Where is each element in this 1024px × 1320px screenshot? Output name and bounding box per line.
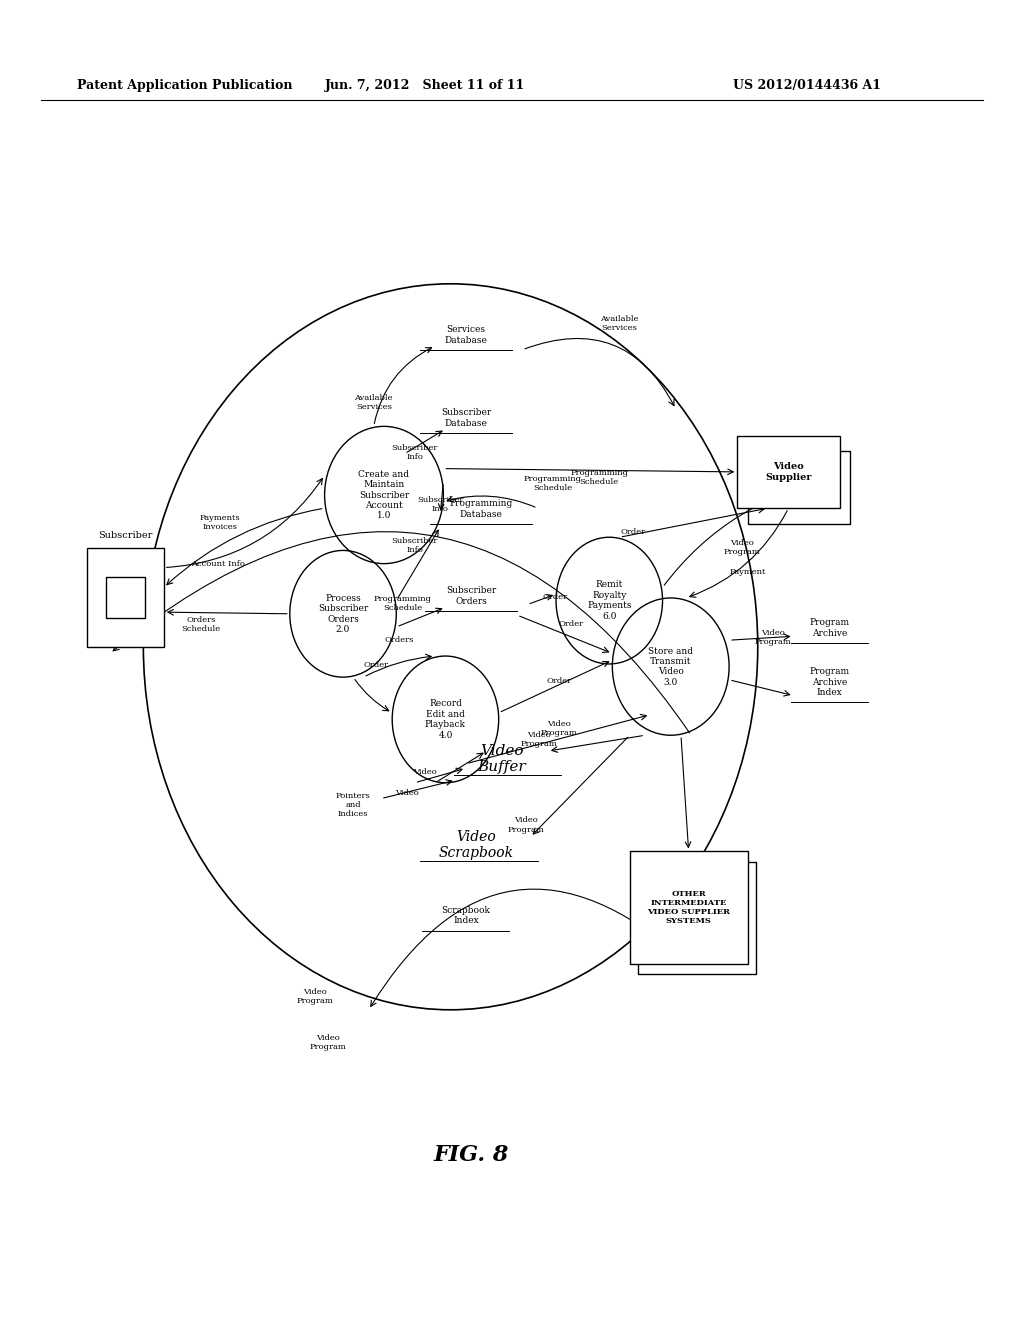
- Text: Video
Program: Video Program: [297, 987, 334, 1006]
- Text: Subscriber
Orders: Subscriber Orders: [445, 586, 497, 606]
- Text: Order: Order: [364, 661, 388, 669]
- Text: Video
Scrapbook: Video Scrapbook: [438, 830, 514, 859]
- Text: Program
Archive: Program Archive: [809, 618, 850, 638]
- Text: OTHER
INTERMEDIATE
VIDEO SUPPLIER
SYSTEMS: OTHER INTERMEDIATE VIDEO SUPPLIER SYSTEM…: [647, 890, 730, 925]
- Text: Create and
Maintain
Subscriber
Account
1.0: Create and Maintain Subscriber Account 1…: [358, 470, 410, 520]
- Text: Video
Program: Video Program: [724, 539, 761, 557]
- Text: Order: Order: [547, 677, 571, 685]
- Bar: [87, 548, 164, 647]
- Text: Patent Application Publication: Patent Application Publication: [77, 79, 292, 92]
- Text: Store and
Transmit
Video
3.0: Store and Transmit Video 3.0: [648, 647, 693, 686]
- Text: Video
Supplier: Video Supplier: [765, 462, 812, 482]
- Text: Video
Program: Video Program: [755, 628, 792, 647]
- Bar: [106, 577, 144, 618]
- Text: Video
Buffer: Video Buffer: [477, 744, 526, 774]
- Text: Services
Database: Services Database: [444, 325, 487, 345]
- Text: Video
Program: Video Program: [541, 719, 578, 738]
- Text: Video
Program: Video Program: [309, 1034, 346, 1052]
- Bar: [748, 451, 850, 524]
- Text: Video: Video: [413, 768, 437, 776]
- Text: Available
Services: Available Services: [354, 393, 393, 412]
- Text: Record
Edit and
Playback
4.0: Record Edit and Playback 4.0: [425, 700, 466, 739]
- Text: Video
Program: Video Program: [508, 816, 545, 834]
- Text: Subscriber
Info: Subscriber Info: [417, 495, 464, 513]
- Text: FIG. 8: FIG. 8: [433, 1144, 509, 1166]
- Text: Account Info: Account Info: [191, 560, 245, 568]
- Text: Subscriber
Info: Subscriber Info: [391, 536, 438, 554]
- Text: Available
Services: Available Services: [600, 314, 639, 333]
- Text: Subscriber: Subscriber: [98, 532, 153, 540]
- Bar: [638, 862, 756, 974]
- Text: Program
Archive
Index: Program Archive Index: [809, 667, 850, 697]
- Text: Programming
Schedule: Programming Schedule: [374, 594, 431, 612]
- Text: Orders: Orders: [385, 636, 414, 644]
- Text: Programming
Schedule: Programming Schedule: [524, 474, 582, 492]
- Text: Subscriber
Database: Subscriber Database: [440, 408, 492, 428]
- Text: Jun. 7, 2012   Sheet 11 of 11: Jun. 7, 2012 Sheet 11 of 11: [325, 79, 525, 92]
- Text: Orders
Schedule: Orders Schedule: [181, 615, 220, 634]
- Bar: [737, 436, 840, 508]
- Text: Order: Order: [559, 620, 584, 628]
- Text: US 2012/0144436 A1: US 2012/0144436 A1: [732, 79, 881, 92]
- Text: Video: Video: [394, 789, 419, 797]
- Text: Process
Subscriber
Orders
2.0: Process Subscriber Orders 2.0: [317, 594, 369, 634]
- Text: Order: Order: [543, 593, 567, 601]
- Text: Video
Program: Video Program: [520, 730, 557, 748]
- Text: Subscriber
Info: Subscriber Info: [391, 444, 438, 462]
- Text: Payment: Payment: [729, 568, 766, 576]
- Text: Scrapbook
Index: Scrapbook Index: [441, 906, 490, 925]
- Text: Pointers
and
Indices: Pointers and Indices: [336, 792, 371, 818]
- Text: Remit
Royalty
Payments
6.0: Remit Royalty Payments 6.0: [587, 581, 632, 620]
- Text: Order: Order: [621, 528, 645, 536]
- Bar: [630, 851, 748, 964]
- Text: Programming
Schedule: Programming Schedule: [570, 469, 628, 487]
- Text: Programming
Database: Programming Database: [450, 499, 513, 519]
- Text: Payments
Invoices: Payments Invoices: [200, 513, 241, 532]
